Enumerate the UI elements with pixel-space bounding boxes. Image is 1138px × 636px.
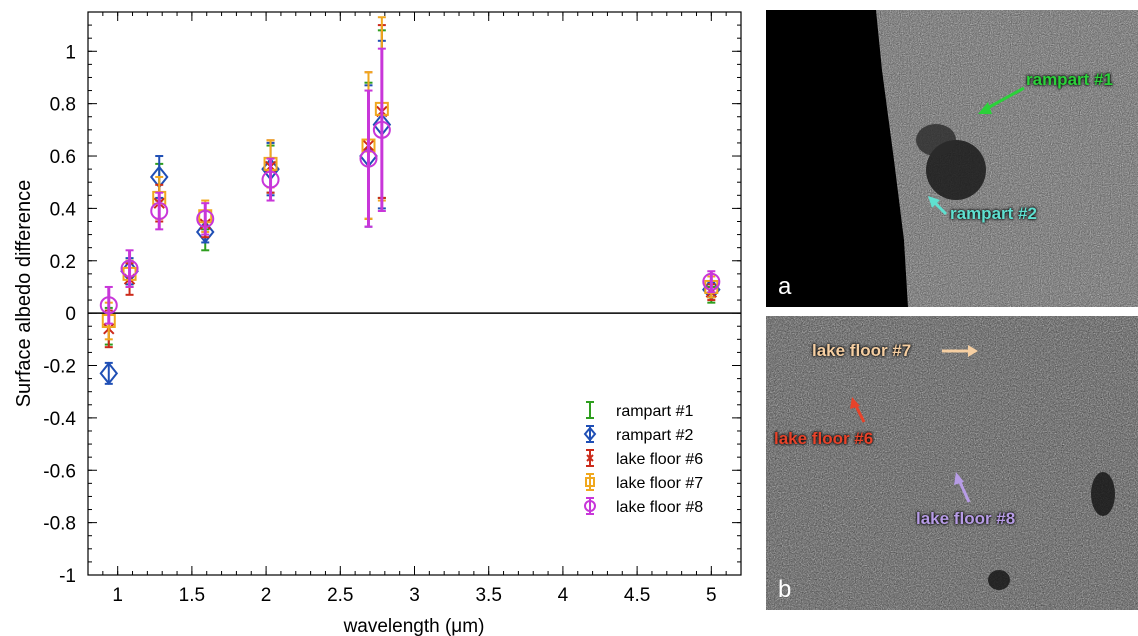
y-tick-label: 0.6 (50, 147, 76, 168)
x-tick-label: 3.5 (475, 585, 501, 606)
data-series (99, 16, 721, 385)
data-point (261, 170, 280, 189)
x-tick-label: 3 (409, 585, 420, 606)
y-tick-label: 1 (65, 42, 76, 63)
dark-spot (988, 570, 1010, 590)
series-rampart-2 (99, 39, 721, 385)
series-lake-floor-6 (103, 24, 718, 349)
y-tick-label: 0.2 (50, 252, 76, 273)
legend-marker (585, 477, 595, 487)
series-rampart-1 (104, 29, 716, 346)
series-lake-floor-8 (99, 47, 721, 325)
label-lake-floor-8: lake floor #8 (916, 509, 1016, 528)
data-point (120, 259, 139, 278)
y-tick-label: 0.4 (50, 199, 77, 220)
x-tick-label: 1.5 (179, 585, 205, 606)
arrow-lake-floor-7-head (968, 345, 978, 357)
data-point (99, 296, 118, 315)
arrow-rampart-2-head (928, 196, 940, 208)
legend: rampart #1 rampart #2 lake floor #6 lake fl… (583, 401, 703, 516)
y-tick-label: 0.8 (50, 95, 76, 116)
legend-label: rampart #2 (616, 427, 693, 444)
arrow-rampart-1 (983, 86, 1025, 112)
x-tick-label: 4.5 (624, 585, 650, 606)
legend-label: lake floor #8 (616, 499, 703, 516)
y-tick-label: -0.8 (43, 514, 76, 535)
panel-letter-a: a (778, 273, 792, 300)
albedo-chart: 1 1.5 2 2.5 3 3.5 4 4.5 5 -1 -0.8 -0.6 -0.4 -0.2 0 0.2 0… (13, 11, 742, 636)
axis-ticks: 1 1.5 2 2.5 3 3.5 4 4.5 5 -1 -0.8 -0.6 -0.4 -0.2 0 0.2 0… (43, 12, 741, 606)
data-point (372, 120, 391, 139)
series-lake-floor-7 (101, 16, 719, 341)
label-lake-floor-6: lake floor #6 (774, 429, 874, 448)
label-rampart-2: rampart #2 (950, 204, 1037, 223)
y-tick-label: -0.6 (43, 461, 76, 482)
label-rampart-1: rampart #1 (1026, 70, 1113, 89)
x-tick-label: 1 (112, 585, 123, 606)
legend-label: rampart #1 (616, 403, 693, 420)
arrow-rampart-1-head (978, 102, 992, 114)
arrow-lake-floor-8-head (954, 472, 964, 485)
data-point (99, 361, 119, 385)
x-axis-label: wavelength (μm) (343, 616, 485, 636)
dark-spot (1091, 472, 1115, 516)
image-panel-b: b lake floor #7 lake floor #6 lake floor… (766, 316, 1138, 610)
radar-image-a (766, 10, 1138, 307)
x-tick-label: 4 (558, 585, 569, 606)
radar-image-b (766, 316, 1138, 610)
y-tick-label: -1 (59, 566, 76, 587)
legend-marker (584, 500, 596, 512)
x-tick-label: 2.5 (327, 585, 353, 606)
arrow-lake-floor-8 (957, 479, 971, 503)
y-tick-label: -0.4 (43, 409, 76, 430)
panel-letter-b: b (778, 576, 792, 603)
y-tick-label: -0.2 (43, 357, 76, 378)
y-tick-label: 0 (65, 304, 76, 325)
legend-label: lake floor #7 (616, 475, 703, 492)
image-panel-a: a rampart #1 rampart #2 (766, 10, 1138, 307)
legend-label: lake floor #6 (616, 451, 703, 468)
label-lake-floor-7: lake floor #7 (812, 341, 912, 360)
x-tick-label: 2 (261, 585, 272, 606)
legend-marker (586, 454, 594, 462)
annotation-arrows-a (928, 86, 1025, 216)
legend-marker (583, 426, 597, 442)
data-point (196, 209, 215, 228)
annotation-arrows-b (850, 345, 978, 503)
data-point (702, 272, 721, 291)
x-tick-label: 5 (706, 585, 717, 606)
data-point (150, 202, 169, 221)
y-axis-label: Surface albedo difference (13, 180, 35, 408)
arrow-lake-floor-6-head (850, 397, 860, 409)
data-point (359, 149, 378, 168)
